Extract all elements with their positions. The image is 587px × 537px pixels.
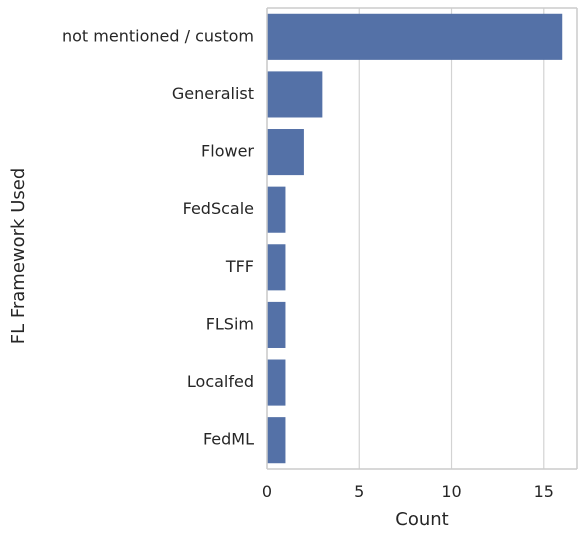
- y-tick-label: Generalist: [172, 84, 254, 103]
- x-tick-label: 0: [262, 482, 272, 501]
- y-tick-label: TFF: [225, 257, 254, 276]
- y-tick-label: Localfed: [187, 372, 254, 391]
- y-tick-label: not mentioned / custom: [62, 26, 254, 45]
- bar: [267, 417, 285, 463]
- y-tick-label: FedML: [203, 430, 254, 449]
- bar: [267, 14, 562, 60]
- bar: [267, 302, 285, 348]
- bar: [267, 187, 285, 233]
- bar: [267, 129, 304, 175]
- bar: [267, 360, 285, 406]
- x-tick-label: 15: [534, 482, 554, 501]
- y-tick-label: FLSim: [206, 314, 254, 333]
- x-axis-title: Count: [395, 509, 448, 530]
- y-tick-label: FedScale: [183, 199, 254, 218]
- y-tick-label: Flower: [201, 142, 254, 161]
- bar: [267, 244, 285, 290]
- bar: [267, 71, 322, 117]
- y-axis-title: FL Framework Used: [8, 168, 29, 345]
- bars: [267, 14, 562, 463]
- x-tick-label: 5: [354, 482, 364, 501]
- x-tick-label: 10: [441, 482, 461, 501]
